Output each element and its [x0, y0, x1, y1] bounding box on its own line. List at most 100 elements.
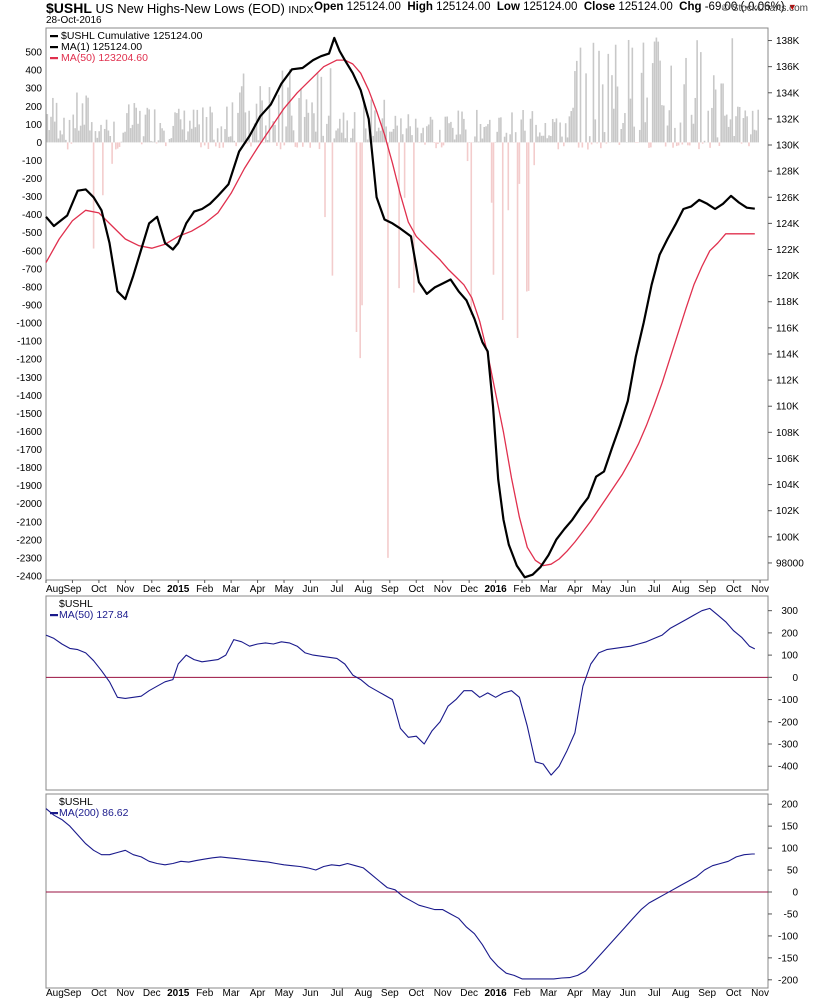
symbol-name: US New Highs-New Lows (EOD)	[95, 1, 285, 16]
right-tick-label: 0	[792, 673, 798, 684]
right-tick-label: 122K	[776, 245, 800, 256]
left-tick-label: -2300	[16, 553, 42, 564]
left-tick-label: -2000	[16, 499, 42, 510]
x-tick-label: Dec	[460, 584, 478, 595]
x-tick-label: Nov	[116, 584, 134, 595]
left-tick-label: -1000	[16, 319, 42, 330]
x-tick-label: Dec	[460, 988, 478, 999]
x-tick-label: 2015	[167, 584, 190, 595]
x-tick-label: Jul	[648, 988, 661, 999]
chg-down-icon: ▼	[787, 2, 797, 12]
left-tick-label: -900	[22, 301, 42, 312]
left-tick-label: -600	[22, 246, 42, 257]
right-tick-label: 112K	[776, 376, 799, 387]
x-tick-label: May	[275, 988, 294, 999]
x-tick-label: Oct	[408, 584, 424, 595]
chart-date: 28-Oct-2016	[46, 15, 102, 26]
right-tick-label: -100	[778, 931, 798, 942]
left-tick-label: -300	[22, 192, 42, 203]
x-tick-label: Oct	[726, 988, 742, 999]
histogram-bars	[46, 37, 760, 558]
left-tick-label: -1200	[16, 355, 42, 366]
right-tick-label: 0	[792, 888, 798, 899]
x-tick-label: Jun	[620, 988, 636, 999]
right-tick-label: 98000	[776, 558, 804, 569]
right-tick-label: 118K	[776, 297, 799, 308]
exchange: INDX	[288, 4, 314, 16]
left-tick-label: 100	[25, 120, 42, 131]
x-tick-label: Sep	[64, 988, 82, 999]
x-tick-label: Mar	[223, 988, 241, 999]
right-tick-label: -150	[778, 953, 798, 964]
x-tick-label: Apr	[567, 988, 583, 999]
close-label: Close	[583, 1, 616, 13]
right-tick-label: 116K	[776, 323, 799, 334]
panel-frame-main	[45, 27, 769, 581]
x-tick-label: Sep	[698, 988, 716, 999]
left-tick-label: -2200	[16, 535, 42, 546]
right-tick-label: -100	[778, 695, 798, 706]
x-tick-label: Apr	[250, 584, 266, 595]
x-tick-label: Jul	[331, 988, 344, 999]
panel-frame-ma200	[45, 793, 769, 989]
x-tick-label: Oct	[726, 584, 742, 595]
right-tick-label: 114K	[776, 349, 799, 360]
x-tick-label: Aug	[354, 988, 372, 999]
right-tick-label: 200	[781, 628, 798, 639]
left-tick-label: -2100	[16, 517, 42, 528]
x-tick-label: Jul	[648, 584, 661, 595]
high-label: High	[407, 1, 433, 13]
left-tick-label: -800	[22, 282, 42, 293]
right-tick-label: 134K	[776, 88, 800, 99]
x-tick-label: Jul	[331, 584, 344, 595]
right-tick-label: 130K	[776, 141, 800, 152]
legend-swatch	[50, 614, 58, 617]
legend-entry: MA(1) 125124.00	[61, 41, 142, 53]
right-tick-label: 50	[787, 866, 799, 877]
right-tick-label: 110K	[776, 402, 799, 413]
left-tick-label: -1300	[16, 373, 42, 384]
x-tick-label: Feb	[196, 584, 214, 595]
x-tick-label: Jun	[620, 584, 636, 595]
legend-swatch	[50, 46, 58, 49]
chg-label: Chg	[679, 1, 702, 13]
x-tick-label: Dec	[143, 584, 161, 595]
x-tick-label: Oct	[91, 988, 107, 999]
right-tick-label: 300	[781, 606, 798, 617]
right-tick-label: 108K	[776, 428, 800, 439]
ma50-line	[45, 59, 755, 567]
x-tick-label: Jun	[302, 584, 318, 595]
symbol: $USHL	[46, 0, 92, 16]
chg-value: -69.00 (-0.06%)	[704, 1, 785, 13]
low-label: Low	[496, 1, 520, 13]
x-tick-label: Sep	[64, 584, 82, 595]
right-tick-label: 124K	[776, 219, 800, 230]
x-tick-label: 2015	[167, 988, 190, 999]
right-tick-label: 104K	[776, 480, 800, 491]
right-tick-label: -200	[778, 717, 798, 728]
right-tick-label: 136K	[776, 62, 800, 73]
x-tick-label: May	[592, 584, 611, 595]
left-tick-label: -500	[22, 228, 42, 239]
right-tick-label: 100	[781, 844, 798, 855]
left-tick-label: -100	[22, 156, 42, 167]
legend-swatch	[50, 57, 58, 60]
x-tick-label: Mar	[223, 584, 241, 595]
x-tick-label: Feb	[513, 988, 531, 999]
x-tick-label: Aug	[46, 584, 64, 595]
left-tick-label: -1400	[16, 391, 42, 402]
ohlc-readout: Open 125124.00 High 125124.00 Low 125124…	[314, 1, 797, 13]
legend-swatch	[50, 35, 58, 38]
x-tick-label: Apr	[250, 988, 266, 999]
legend-entry: MA(50) 123204.60	[61, 52, 148, 64]
left-tick-label: -1800	[16, 463, 42, 474]
x-tick-label: Sep	[698, 584, 716, 595]
left-tick-label: -1900	[16, 481, 42, 492]
x-tick-label: Aug	[354, 584, 372, 595]
legend-entry: MA(200) 86.62	[59, 807, 129, 819]
x-tick-label: Nov	[751, 988, 769, 999]
left-tick-label: 0	[36, 138, 42, 149]
x-tick-label: Mar	[540, 988, 558, 999]
right-tick-label: 150	[781, 822, 798, 833]
left-tick-label: -1500	[16, 409, 42, 420]
